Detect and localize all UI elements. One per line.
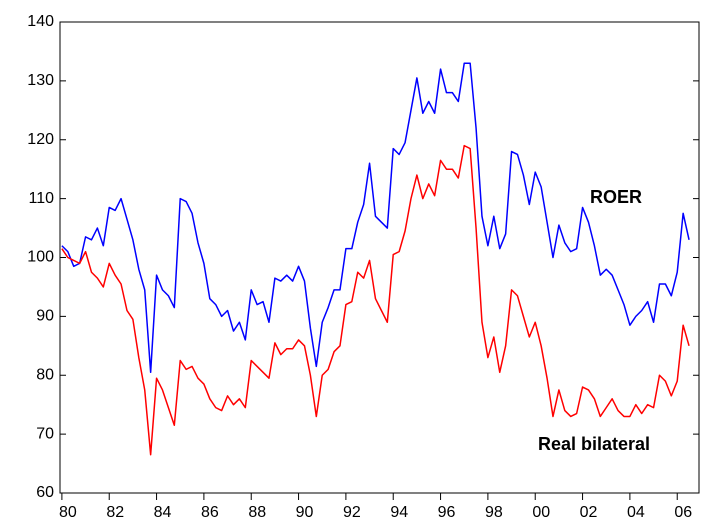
x-tick-label: 98: [485, 504, 503, 521]
x-tick-label: 06: [674, 504, 692, 521]
y-tick-label: 110: [28, 190, 54, 207]
x-tick-label: 82: [106, 504, 124, 521]
x-tick-label: 00: [532, 504, 550, 521]
x-tick-label: 92: [343, 504, 361, 521]
x-tick-label: 02: [580, 504, 598, 521]
series-line: [61, 144, 690, 456]
x-tick-label: 94: [390, 504, 408, 521]
x-tick-label: 96: [438, 504, 456, 521]
y-tick-label: 60: [36, 484, 54, 501]
x-tick-label: 04: [627, 504, 645, 521]
series-line: [61, 62, 690, 374]
y-tick-label: 100: [27, 249, 54, 266]
x-tick-label: 84: [154, 504, 172, 521]
annotation: Real bilateral: [538, 434, 650, 454]
x-tick-label: 86: [201, 504, 219, 521]
x-tick-label: 90: [296, 504, 314, 521]
y-tick-label: 70: [36, 425, 54, 442]
x-tick-label: 88: [248, 504, 266, 521]
x-tick-label: 80: [59, 504, 77, 521]
y-tick-label: 90: [36, 308, 54, 325]
y-tick-label: 80: [36, 366, 54, 383]
y-tick-label: 120: [27, 131, 54, 148]
y-tick-label: 130: [27, 72, 54, 89]
y-tick-label: 140: [27, 13, 54, 30]
plot-frame: [59, 21, 700, 494]
annotation: ROER: [590, 187, 642, 207]
